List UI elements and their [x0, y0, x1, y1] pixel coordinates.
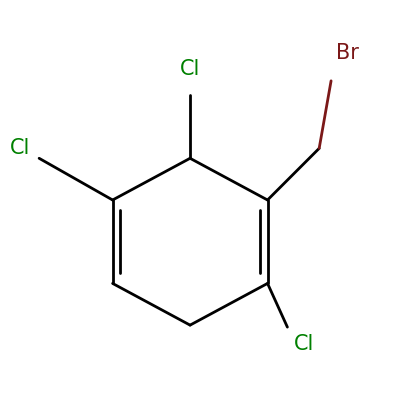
Text: Cl: Cl: [294, 334, 314, 354]
Text: Cl: Cl: [10, 138, 31, 158]
Text: Cl: Cl: [180, 59, 200, 79]
Text: Br: Br: [336, 43, 358, 63]
